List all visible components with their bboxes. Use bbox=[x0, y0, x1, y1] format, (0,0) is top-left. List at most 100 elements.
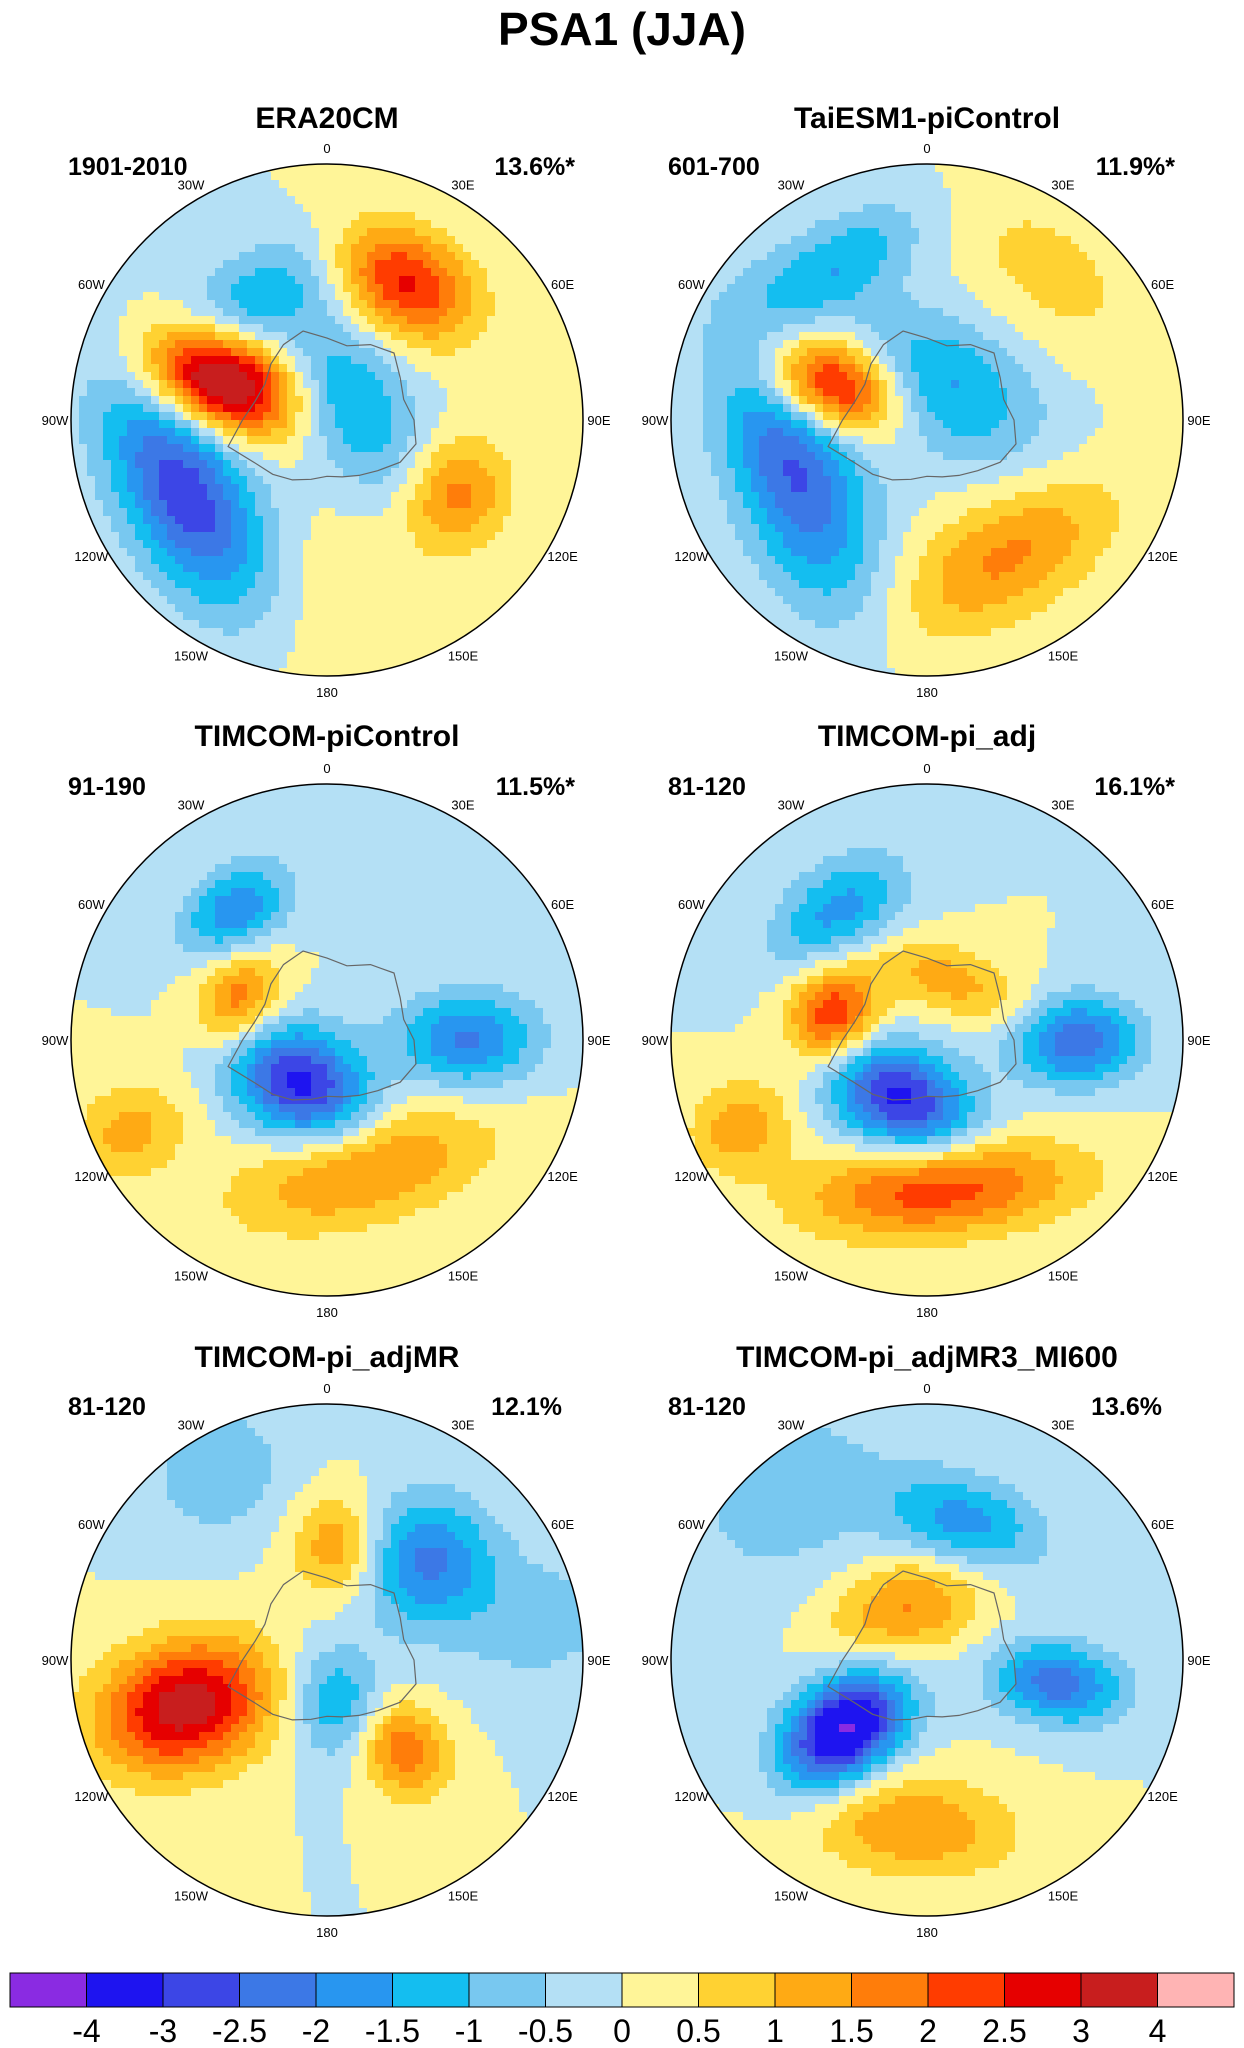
field-cell bbox=[967, 228, 976, 237]
field-cell bbox=[407, 572, 416, 581]
field-cell bbox=[999, 196, 1008, 205]
field-cell bbox=[967, 292, 976, 301]
field-cell bbox=[279, 364, 288, 373]
field-cell bbox=[919, 356, 928, 365]
field-cell bbox=[151, 460, 160, 469]
field-cell bbox=[191, 212, 200, 221]
field-cell bbox=[807, 212, 816, 221]
field-cell bbox=[895, 348, 904, 357]
field-cell bbox=[319, 436, 328, 445]
field-cell bbox=[199, 516, 208, 525]
field-cell bbox=[431, 308, 440, 317]
field-cell bbox=[1039, 324, 1048, 333]
field-cell bbox=[967, 372, 976, 381]
field-cell bbox=[951, 372, 960, 381]
field-cell bbox=[351, 428, 360, 437]
field-cell bbox=[431, 348, 440, 357]
field-cell bbox=[359, 396, 368, 405]
field-cell bbox=[359, 484, 368, 493]
field-cell bbox=[999, 316, 1008, 325]
field-cell bbox=[791, 396, 800, 405]
field-cell bbox=[399, 356, 408, 365]
field-cell bbox=[1079, 380, 1088, 389]
field-cell bbox=[519, 500, 528, 509]
field-cell bbox=[1079, 236, 1088, 245]
field-cell bbox=[207, 412, 216, 421]
field-cell bbox=[1071, 268, 1080, 277]
field-cell bbox=[1039, 292, 1048, 301]
field-cell bbox=[119, 556, 128, 565]
field-cell bbox=[471, 532, 480, 541]
field-cell bbox=[455, 556, 464, 565]
field-cell bbox=[831, 252, 840, 261]
field-cell bbox=[295, 372, 304, 381]
field-cell bbox=[175, 284, 184, 293]
field-cell bbox=[751, 316, 760, 325]
field-cell bbox=[863, 324, 872, 333]
field-cell bbox=[143, 556, 152, 565]
field-cell bbox=[311, 660, 320, 669]
field-cell bbox=[311, 220, 320, 229]
field-cell bbox=[471, 244, 480, 253]
field-cell bbox=[199, 220, 208, 229]
field-cell bbox=[343, 636, 352, 645]
field-cell bbox=[495, 604, 504, 613]
field-cell bbox=[919, 236, 928, 245]
field-cell bbox=[855, 180, 864, 189]
field-cell bbox=[999, 308, 1008, 317]
field-cell bbox=[1151, 332, 1160, 341]
field-cell bbox=[95, 324, 104, 333]
field-cell bbox=[143, 236, 152, 245]
field-cell bbox=[343, 300, 352, 309]
field-cell bbox=[895, 324, 904, 333]
field-cell bbox=[1095, 316, 1104, 325]
field-cell bbox=[207, 396, 216, 405]
field-cell bbox=[167, 332, 176, 341]
field-cell bbox=[311, 476, 320, 485]
field-cell bbox=[711, 380, 720, 389]
field-cell bbox=[215, 268, 224, 277]
field-cell bbox=[927, 308, 936, 317]
field-cell bbox=[791, 268, 800, 277]
field-cell bbox=[207, 308, 216, 317]
field-cell bbox=[527, 524, 536, 533]
field-cell bbox=[1055, 332, 1064, 341]
field-cell bbox=[487, 516, 496, 525]
field-cell bbox=[215, 436, 224, 445]
field-cell bbox=[399, 580, 408, 589]
field-cell bbox=[431, 372, 440, 381]
field-cell bbox=[207, 428, 216, 437]
field-cell bbox=[511, 356, 520, 365]
field-cell bbox=[119, 460, 128, 469]
field-cell bbox=[751, 388, 760, 397]
field-cell bbox=[895, 364, 904, 373]
field-cell bbox=[359, 564, 368, 573]
field-cell bbox=[991, 316, 1000, 325]
field-cell bbox=[807, 380, 816, 389]
field-cell bbox=[551, 428, 560, 437]
field-cell bbox=[711, 292, 720, 301]
field-cell bbox=[255, 644, 264, 653]
field-cell bbox=[895, 164, 904, 173]
field-cell bbox=[463, 236, 472, 245]
field-cell bbox=[463, 596, 472, 605]
field-cell bbox=[111, 348, 120, 357]
field-cell bbox=[543, 428, 552, 437]
field-cell bbox=[383, 660, 392, 669]
field-cell bbox=[343, 604, 352, 613]
field-cell bbox=[927, 284, 936, 293]
field-cell bbox=[887, 388, 896, 397]
field-cell bbox=[471, 484, 480, 493]
field-cell bbox=[439, 332, 448, 341]
field-cell bbox=[495, 420, 504, 429]
field-cell bbox=[1087, 260, 1096, 269]
field-cell bbox=[1151, 356, 1160, 365]
field-cell bbox=[127, 508, 136, 517]
field-cell bbox=[343, 388, 352, 397]
field-cell bbox=[367, 452, 376, 461]
field-cell bbox=[951, 172, 960, 181]
field-cell bbox=[335, 252, 344, 261]
field-cell bbox=[831, 316, 840, 325]
field-cell bbox=[1039, 212, 1048, 221]
field-cell bbox=[231, 276, 240, 285]
